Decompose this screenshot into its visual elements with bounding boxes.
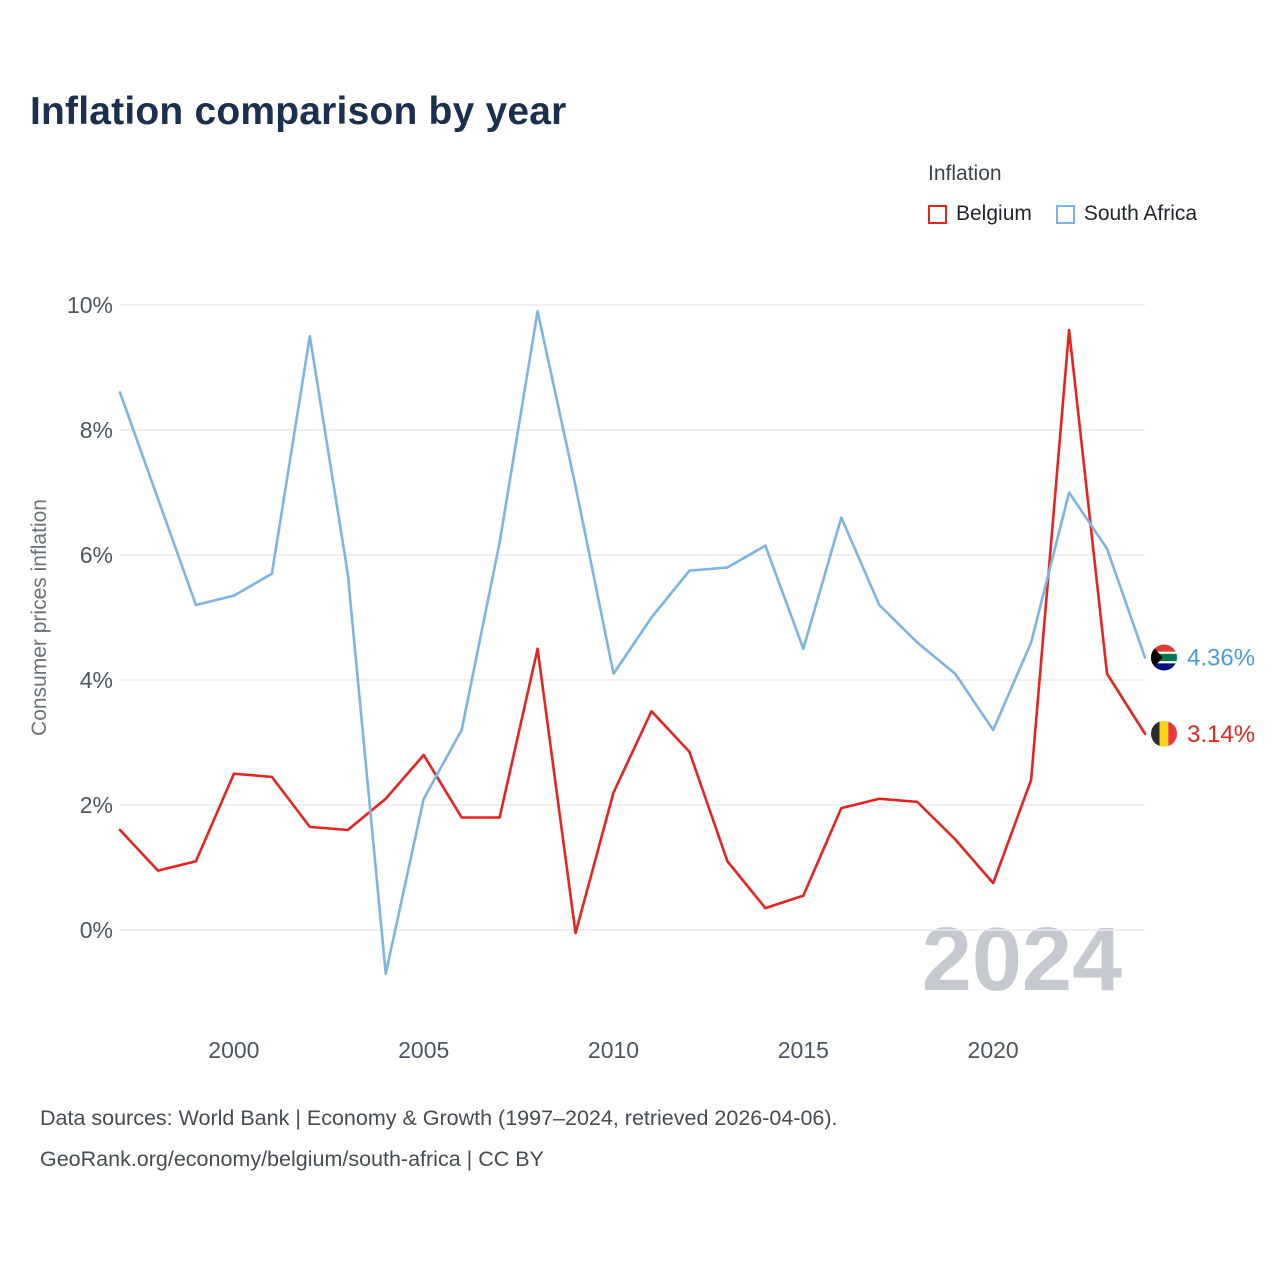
belgium-flag-icon [1151, 720, 1177, 747]
end-label-value-belgium: 3.14% [1187, 721, 1255, 748]
legend-item-south-africa[interactable]: South Africa [1055, 202, 1198, 226]
x-tick-label: 2000 [208, 1037, 259, 1063]
chart-title: Inflation comparison by year [30, 90, 567, 133]
south-africa-swatch-icon [1055, 204, 1075, 224]
legend-label-belgium: Belgium [956, 202, 1032, 225]
y-axis-title: Consumer prices inflation [28, 499, 51, 736]
series-line-belgium [118, 328, 1147, 935]
y-tick-label: 0% [80, 917, 113, 943]
legend-label-south-africa: South Africa [1083, 202, 1198, 225]
y-tick-label: 6% [80, 542, 113, 568]
legend-items: Belgium South Africa [928, 202, 1197, 226]
footer: Data sources: World Bank | Economy & Gro… [40, 1098, 838, 1180]
south-africa-flag-icon [1151, 644, 1177, 671]
y-tick-label: 8% [80, 417, 113, 443]
attribution-line: GeoRank.org/economy/belgium/south-africa… [40, 1147, 544, 1171]
legend-title: Inflation [928, 162, 1002, 185]
end-label-value-south-africa: 4.36% [1187, 645, 1255, 672]
watermark: 2024 [922, 910, 1122, 1010]
legend: Inflation Belgium South Africa [928, 162, 1197, 226]
x-tick-label: 2005 [398, 1037, 449, 1063]
x-tick-label: 2020 [968, 1037, 1019, 1063]
x-tick-label: 2010 [588, 1037, 639, 1063]
x-tick-label: 2015 [778, 1037, 829, 1063]
y-tick-label: 4% [80, 667, 113, 693]
legend-item-belgium[interactable]: Belgium [928, 202, 1032, 226]
y-tick-label: 10% [67, 292, 113, 318]
y-tick-label: 2% [80, 792, 113, 818]
series-line-south-africa [118, 309, 1147, 976]
belgium-swatch-icon [928, 204, 947, 224]
data-sources-line: Data sources: World Bank | Economy & Gro… [40, 1106, 838, 1130]
